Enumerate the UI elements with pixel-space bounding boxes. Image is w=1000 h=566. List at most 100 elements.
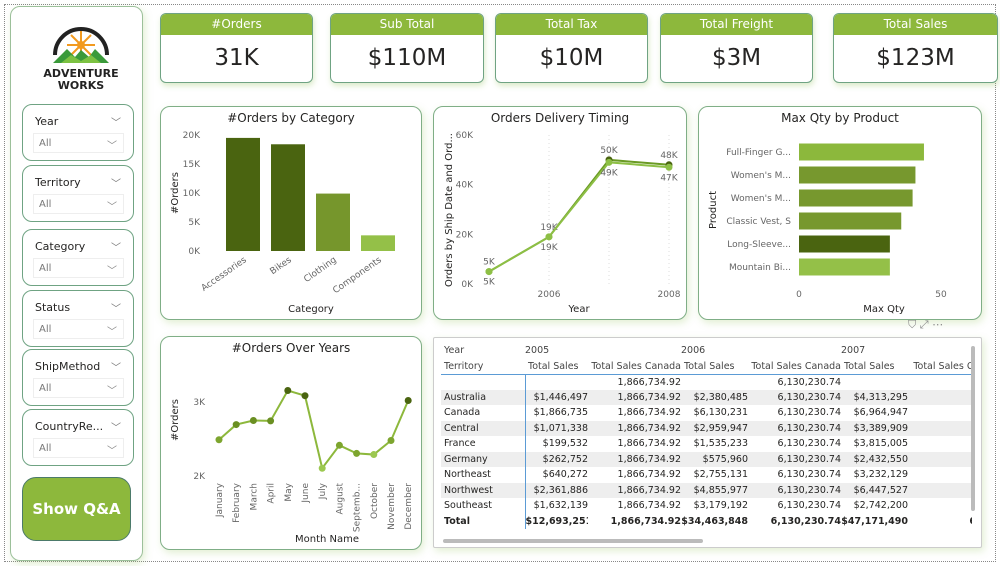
x-tick-label: July	[318, 482, 328, 500]
y-tick-label: 15K	[183, 160, 201, 170]
table-row: Northeast $640,272 1,866,734.92 $2,755,131 6…	[441, 467, 972, 483]
slicer-shipmethod[interactable]: ShipMethod ﹀ All ﹀	[22, 349, 134, 406]
value-cell: $1,632,139	[533, 500, 588, 512]
value-cell: $6,964,947	[853, 407, 908, 419]
x-tick-label: October	[370, 483, 380, 519]
y-tick-label: 40K	[456, 181, 474, 191]
slicer-status[interactable]: Status ﹀ All ﹀	[22, 290, 134, 347]
value-cell: $575,960	[681, 451, 748, 467]
visual-header-icons: ⛉ ⤢ ⋯	[908, 318, 943, 332]
header-cell[interactable]: Total Sales Canada	[588, 358, 681, 375]
territory-cell: France	[441, 436, 526, 452]
data-point-july	[318, 464, 326, 472]
header-cell[interactable]: 2006	[681, 345, 706, 357]
chevron-down-icon[interactable]: ﹀	[111, 243, 121, 254]
kpi-card-totaltax: Total Tax $10M	[495, 13, 648, 83]
slicer-dropdown[interactable]: All ﹀	[33, 378, 124, 398]
data-point-august	[335, 441, 343, 449]
vertical-scrollbar[interactable]	[971, 346, 975, 511]
kpi-card-totalsales: Total Sales $123M	[833, 13, 998, 83]
x-axis-title: Year	[567, 304, 590, 315]
header-cell[interactable]: Total Sales	[525, 358, 588, 375]
kpi-label: Total Sales	[834, 14, 997, 35]
value-cell: $6,130,231	[693, 407, 748, 419]
slicer-territory[interactable]: Territory ﹀ All ﹀	[22, 165, 134, 222]
focus-mode-icon[interactable]: ⤢	[919, 318, 929, 331]
value-cell: 6,130,230.74	[777, 376, 841, 388]
y-tick-label: Long-Sleeve...	[727, 240, 791, 250]
slicer-dropdown[interactable]: All ﹀	[33, 258, 124, 278]
header-cell[interactable]: Total Sales Canada	[748, 358, 841, 375]
x-tick-label: February	[232, 482, 242, 523]
svg-text:ADVENTURE: ADVENTURE	[43, 67, 118, 80]
kpi-value: $10M	[539, 45, 604, 71]
territory-cell: Australia	[441, 389, 526, 405]
kpi-value: $123M	[876, 45, 955, 71]
total-cell: $34,463,848	[681, 515, 748, 527]
y-axis-title: Orders by Ship Date and Ord...	[444, 133, 455, 287]
value-cell: 6,130,230.74	[748, 482, 841, 498]
bar-product	[799, 258, 890, 276]
value-cell: 1,866,734.92	[617, 469, 681, 481]
header-cell[interactable]: Total Sales	[681, 358, 748, 375]
x-tick-label: May	[284, 482, 294, 501]
table-row: Australia $1,446,497 1,866,734.92 $2,380,48…	[441, 389, 972, 405]
data-point-june	[301, 392, 309, 400]
more-options-icon[interactable]: ⋯	[932, 318, 944, 331]
value-cell: 1,866,734.92	[617, 376, 681, 388]
chevron-down-icon: ﹀	[107, 141, 117, 152]
x-tick-label: November	[387, 483, 397, 530]
chevron-down-icon[interactable]: ﹀	[111, 423, 121, 434]
chevron-down-icon[interactable]: ﹀	[111, 118, 121, 129]
slicer-dropdown[interactable]: All ﹀	[33, 438, 124, 458]
kpi-card-totalfreight: Total Freight $3M	[660, 13, 813, 83]
chevron-down-icon[interactable]: ﹀	[111, 304, 121, 315]
chevron-down-icon[interactable]: ﹀	[111, 179, 121, 190]
data-point-february	[232, 421, 240, 429]
bar-accessories	[226, 137, 260, 251]
value-cell: $4,313,295	[841, 389, 908, 405]
kpi-card-subtotal: Sub Total $110M	[330, 13, 484, 83]
slicer-dropdown[interactable]: All ﹀	[33, 194, 124, 214]
header-cell[interactable]: Total Sales	[841, 358, 908, 375]
value-cell: 6,130,230.74	[748, 389, 841, 405]
data-point-septemb	[353, 449, 361, 457]
table-row: Canada $1,866,735 1,866,734.92 $6,130,231 6,…	[441, 405, 972, 421]
data-point	[605, 158, 613, 166]
value-cell: $2,432,550	[841, 451, 908, 467]
x-tick-label: 0	[796, 290, 802, 300]
chevron-down-icon[interactable]: ﹀	[111, 363, 121, 374]
total-cell: 1,866,734.92	[610, 515, 681, 527]
slicer-label: Territory	[35, 176, 81, 189]
slicer-year[interactable]: Year ﹀ All ﹀	[22, 104, 134, 161]
value-cell: $3,389,909	[841, 420, 908, 436]
slicer-dropdown[interactable]: All ﹀	[33, 133, 124, 153]
y-tick-label: 5K	[188, 218, 201, 228]
slicer-label: Year	[35, 115, 59, 128]
slicer-category[interactable]: Category ﹀ All ﹀	[22, 229, 134, 286]
slicer-countryre[interactable]: CountryRe... ﹀ All ﹀	[22, 409, 134, 466]
value-cell: 1,866,734.92	[617, 500, 681, 512]
value-cell: 1,866,734.92	[588, 482, 681, 498]
horizontal-scrollbar[interactable]	[443, 539, 703, 543]
value-cell: $199,532	[542, 438, 588, 450]
slicer-label: ShipMethod	[35, 360, 101, 373]
value-cell: 6,130,230.74	[777, 469, 841, 481]
slicer-value: All	[39, 383, 52, 394]
value-cell: $1,446,497	[525, 389, 588, 405]
territory-cell	[441, 374, 526, 390]
header-cell[interactable]: 2007	[841, 345, 866, 357]
slicer-label: Status	[35, 301, 71, 314]
filter-icon[interactable]: ⛉	[908, 318, 917, 331]
value-cell: $2,959,947	[681, 420, 748, 436]
value-cell: 1,866,734.92	[588, 451, 681, 467]
data-label: 5K	[483, 258, 496, 268]
header-cell[interactable]: 2005	[525, 345, 550, 357]
data-label: 48K	[660, 151, 678, 161]
data-point-may	[284, 387, 292, 395]
header-cell[interactable]: Total Sales Canada	[908, 358, 972, 375]
show-qa-button[interactable]: Show Q&A	[22, 477, 131, 541]
kpi-label: Sub Total	[331, 14, 483, 35]
value-cell: 6,964	[908, 389, 972, 405]
slicer-dropdown[interactable]: All ﹀	[33, 319, 124, 339]
